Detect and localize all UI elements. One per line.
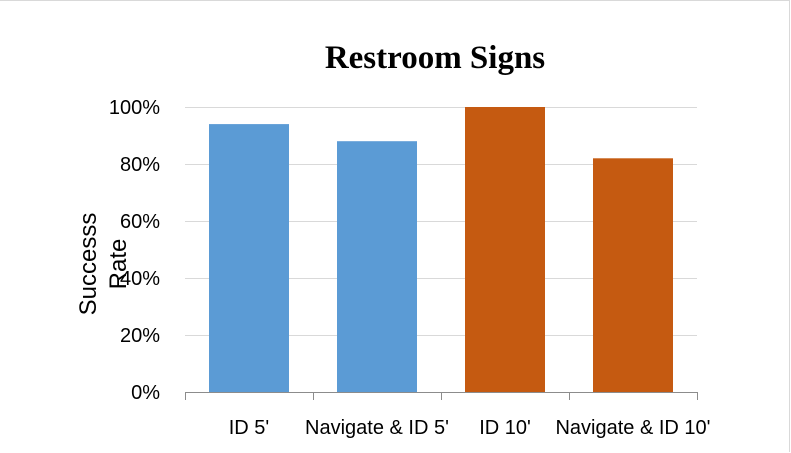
y-tick-label: 40% [120,268,160,290]
y-axis-title-group: Successs Rate [75,213,132,316]
y-tick-label: 100% [109,97,160,119]
y-tick-label: 80% [120,154,160,176]
y-tick-label: 60% [120,211,160,233]
axes [185,392,698,400]
y-tick-label: 20% [120,325,160,347]
bar [593,158,673,392]
y-tick-label: 0% [131,382,160,404]
chart-title: Restroom Signs [324,40,546,76]
y-axis-title-line: Successs [75,213,102,316]
x-tick-labels: ID 5' Navigate & ID 5' ID 10' Navigate & ID… [229,417,711,439]
y-tick-labels: 0% 20% 40% 60% 80% 100% [109,97,160,404]
bar [465,107,545,392]
bars [209,107,673,392]
y-axis-title-line: Rate [105,239,132,290]
bar [209,124,289,392]
y-axis-title: Successs Rate [75,213,132,316]
x-tick-label: ID 5' [229,417,270,439]
x-tick-label: Navigate & ID 10' [555,417,710,439]
x-tick-label: Navigate & ID 5' [305,417,449,439]
bar [337,141,417,392]
x-tick-label: ID 10' [479,417,531,439]
